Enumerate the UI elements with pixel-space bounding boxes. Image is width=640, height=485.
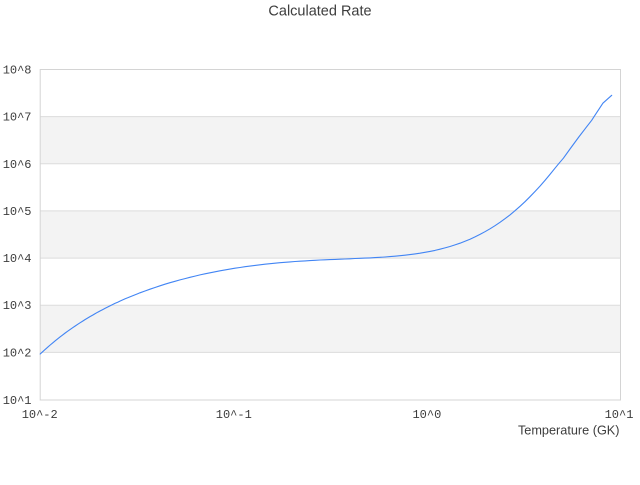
svg-text:10^8: 10^8 (3, 64, 32, 78)
svg-text:10^0: 10^0 (412, 408, 441, 422)
svg-text:10^1: 10^1 (3, 394, 32, 408)
svg-text:10^1: 10^1 (605, 408, 634, 422)
svg-text:Temperature (GK): Temperature (GK) (518, 423, 620, 437)
svg-text:10^-1: 10^-1 (216, 408, 252, 422)
svg-text:10^5: 10^5 (3, 205, 32, 219)
svg-text:10^7: 10^7 (3, 111, 32, 125)
svg-text:10^-2: 10^-2 (22, 408, 58, 422)
svg-text:Calculated Rate: Calculated Rate (268, 4, 371, 20)
svg-text:10^2: 10^2 (3, 346, 32, 360)
svg-text:10^4: 10^4 (3, 252, 32, 266)
svg-text:10^3: 10^3 (3, 299, 32, 313)
svg-text:10^6: 10^6 (3, 158, 32, 172)
